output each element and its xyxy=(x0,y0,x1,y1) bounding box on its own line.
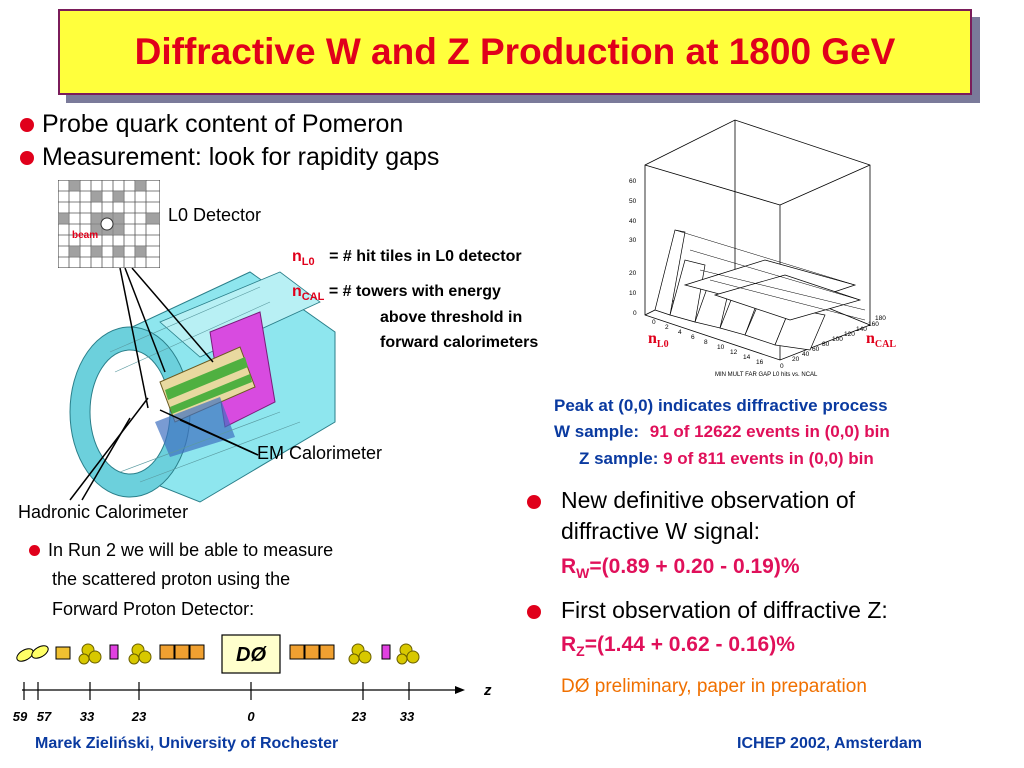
run2-line1: In Run 2 we will be able to measure xyxy=(48,540,334,560)
hadronic-calorimeter-label: Hadronic Calorimeter xyxy=(18,502,189,522)
em-calorimeter-label: EM Calorimeter xyxy=(257,443,383,463)
y-tick: 120 xyxy=(844,331,855,338)
x-tick: 16 xyxy=(756,359,764,366)
d0-box xyxy=(221,634,281,674)
lego-nl0-label: nL0 xyxy=(648,330,669,351)
x-tick: 4 xyxy=(678,329,682,336)
beamline-diagram: DØ z 59 57 33 23 0 23 33 xyxy=(13,634,492,724)
tick-label: 57 xyxy=(37,709,52,724)
ncal-definition: nCAL = # towers with energy xyxy=(292,283,501,304)
peak-z-sample: Z sample: 9 of 811 events in (0,0) bin xyxy=(579,449,874,468)
z-axis-label: z xyxy=(483,682,492,699)
rz-value: RZ=(1.44 + 0.62 - 0.16)% xyxy=(561,633,795,660)
x-tick: 12 xyxy=(730,349,738,356)
rw-value: RW=(0.89 + 0.20 - 0.19)% xyxy=(561,555,800,582)
ncal-line3: forward calorimeters xyxy=(380,334,539,351)
lego-ncal-label: nCAL xyxy=(866,330,897,351)
footer-conference: ICHEP 2002, Amsterdam xyxy=(737,735,922,752)
quad-magnet-icon xyxy=(174,644,190,660)
result-z-line1: First observation of diffractive Z: xyxy=(561,597,888,623)
x-tick: 14 xyxy=(743,354,751,361)
bullet-probe: Probe quark content of Pomeron xyxy=(20,110,403,139)
quad-magnet-icon xyxy=(159,644,175,660)
y-tick: 80 xyxy=(822,341,830,348)
l0-detector-label: L0 Detector xyxy=(168,205,262,225)
nl0-definition: nL0 = # hit tiles in L0 detector xyxy=(292,248,522,269)
peak-line1: Peak at (0,0) indicates diffractive proc… xyxy=(554,396,888,415)
y-tick: 160 xyxy=(868,321,879,328)
tick-label: 33 xyxy=(80,709,95,724)
run2-line2: the scattered proton using the xyxy=(52,569,291,589)
lego-caption: MIN MULT FAR GAP L0 hits vs. NCAL xyxy=(715,372,818,378)
quad-magnet-icon xyxy=(289,644,305,660)
y-tick: 0 xyxy=(780,363,784,370)
z-tick: 0 xyxy=(633,310,637,317)
bullet-dot xyxy=(20,150,34,165)
quad-magnet-icon xyxy=(55,646,71,660)
l0-detector-grid: beam xyxy=(58,180,160,268)
bullet-measurement: Measurement: look for rapidity gaps xyxy=(20,143,439,172)
z-tick: 50 xyxy=(629,198,637,205)
quad-magnet-icon xyxy=(189,644,205,660)
d0-label: DØ xyxy=(236,644,267,666)
bullet-dot xyxy=(20,117,34,132)
x-tick: 10 xyxy=(717,344,725,351)
title-box: Diffractive W and Z Production at 1800 G… xyxy=(58,9,972,95)
lego-plot: 0 10 20 30 40 50 60 0 2 4 6 8 10 12 14 1… xyxy=(629,119,886,378)
z-tick: 20 xyxy=(629,270,637,277)
preliminary-note: DØ preliminary, paper in preparation xyxy=(561,676,867,697)
beam-label: beam xyxy=(72,230,98,241)
bullet-dot xyxy=(527,605,541,619)
result-w-line2: diffractive W signal: xyxy=(561,518,760,544)
tick-label: 33 xyxy=(400,709,415,724)
x-tick: 8 xyxy=(704,339,708,346)
z-tick: 30 xyxy=(629,237,637,244)
roman-pot-icon xyxy=(16,648,34,662)
bullet-text: Measurement: look for rapidity gaps xyxy=(42,143,440,171)
z-tick: 40 xyxy=(629,218,637,225)
y-tick: 180 xyxy=(875,315,886,322)
x-tick: 6 xyxy=(691,334,695,341)
tick-label: 0 xyxy=(247,709,255,724)
bullet-dot xyxy=(29,545,40,556)
y-tick: 140 xyxy=(856,326,867,333)
roman-pot-icon xyxy=(31,645,49,659)
tick-label: 23 xyxy=(351,709,367,724)
tick-label: 23 xyxy=(131,709,147,724)
bullet-dot xyxy=(527,495,541,509)
ncal-line2: above threshold in xyxy=(380,309,523,326)
page-title: Diffractive W and Z Production at 1800 G… xyxy=(134,31,896,72)
separator-icon xyxy=(109,644,119,660)
quad-magnet-icon xyxy=(304,644,320,660)
y-tick: 20 xyxy=(792,356,800,363)
x-tick: 2 xyxy=(665,324,669,331)
peak-w-sample: W sample: 91 of 12622 events in (0,0) bi… xyxy=(554,422,890,441)
result-w-line1: New definitive observation of xyxy=(561,487,856,513)
z-tick: 60 xyxy=(629,178,637,185)
separator-icon xyxy=(381,644,391,660)
tick-label: 59 xyxy=(13,709,28,724)
z-tick: 10 xyxy=(629,290,637,297)
y-tick: 100 xyxy=(832,336,843,343)
bullet-text: Probe quark content of Pomeron xyxy=(42,110,404,138)
x-tick: 0 xyxy=(652,319,656,326)
footer-author: Marek Zieliński, University of Rochester xyxy=(35,735,339,752)
y-tick: 60 xyxy=(812,346,820,353)
y-tick: 40 xyxy=(802,351,810,358)
run2-line3: Forward Proton Detector: xyxy=(52,599,255,619)
quad-magnet-icon xyxy=(319,644,335,660)
